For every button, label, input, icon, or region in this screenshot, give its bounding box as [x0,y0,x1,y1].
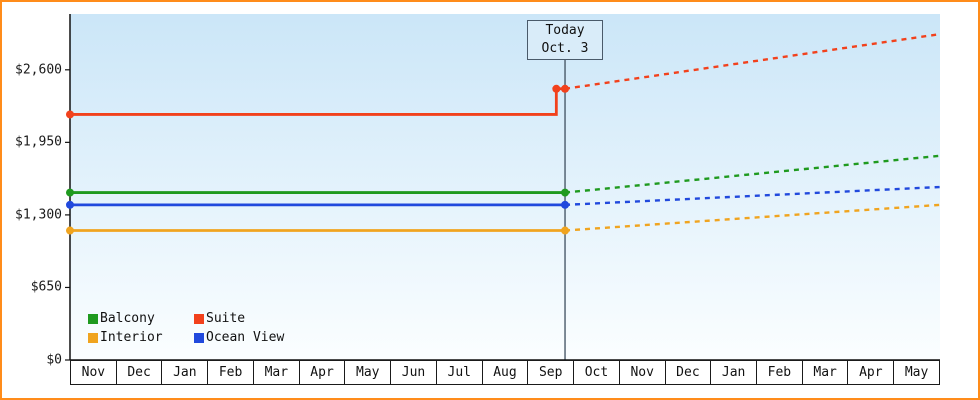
x-axis-month-label: Jul [437,361,483,384]
x-axis-month-label: Jun [391,361,437,384]
x-axis-month-label: May [904,365,929,380]
legend-label: Balcony [100,311,155,326]
today-annotation-line2: Oct. 3 [541,41,589,56]
legend-item-ocean-view: Ocean View [194,330,284,345]
x-axis-month-label: Mar [803,361,849,384]
y-axis-tick-label: $650 [30,279,62,295]
legend-item-balcony: Balcony [88,311,188,326]
series-point-ocean-view [561,200,570,209]
y-axis-tick-label: $1,950 [15,134,62,150]
legend-label: Interior [100,330,163,345]
x-axis-month-label: Sep [528,361,575,384]
legend-item-interior: Interior [88,330,188,345]
plot-background [70,14,940,360]
series-forecast-balcony [564,154,941,194]
legend-swatch-icon [194,313,204,324]
x-axis-month-label: Apr [300,361,346,384]
legend-swatch-icon [194,332,204,343]
series-forecast-ocean-view [564,185,941,207]
today-annotation: Today Oct. 3 [527,20,604,60]
x-axis-month-label: Nov [620,361,666,384]
series-point-suite [552,84,561,93]
y-axis-tick-label: $2,600 [15,62,62,78]
legend-item-suite: Suite [194,311,284,326]
x-axis-month-label: Jan [162,361,209,384]
series-point-balcony [561,188,570,197]
x-axis-month-label: May [345,361,392,384]
x-axis-month-label: Oct [574,361,620,384]
legend-swatch-icon [88,332,98,343]
series-point-ocean-view [66,200,74,209]
x-axis-month-label: Apr [848,361,895,384]
y-axis-tick-label: $1,300 [15,207,62,223]
legend-label: Ocean View [206,330,285,345]
x-axis-month-label: Dec [666,361,712,384]
series-point-suite [66,110,74,119]
legend: Balcony Suite Interior Ocean View [88,311,284,345]
legend-swatch-icon [88,313,98,324]
x-axis-month-label: Feb [208,361,254,384]
x-axis-month-label: Nov [71,361,117,384]
x-axis: Nov Dec Jan Feb Mar Apr May Jun Jul Aug Sep Oct Nov D… [70,360,940,385]
legend-label: Suite [206,311,246,326]
series-forecast-interior [564,203,941,232]
x-axis-month-label: Jan [711,361,758,384]
x-axis-month-label: Feb [757,361,803,384]
series-forecast-suite [564,32,941,90]
series-point-balcony [66,188,74,197]
y-axis-tick-label: $0 [46,352,62,368]
series-line-suite [70,87,566,116]
today-annotation-line1: Today [545,23,585,39]
x-axis-month-label: Mar [254,361,300,384]
series-point-interior [561,226,570,235]
x-axis-month-label: Dec [117,361,163,384]
series-point-suite [561,84,570,93]
x-axis-month-label: Aug [483,361,529,384]
series-point-interior [66,226,74,235]
